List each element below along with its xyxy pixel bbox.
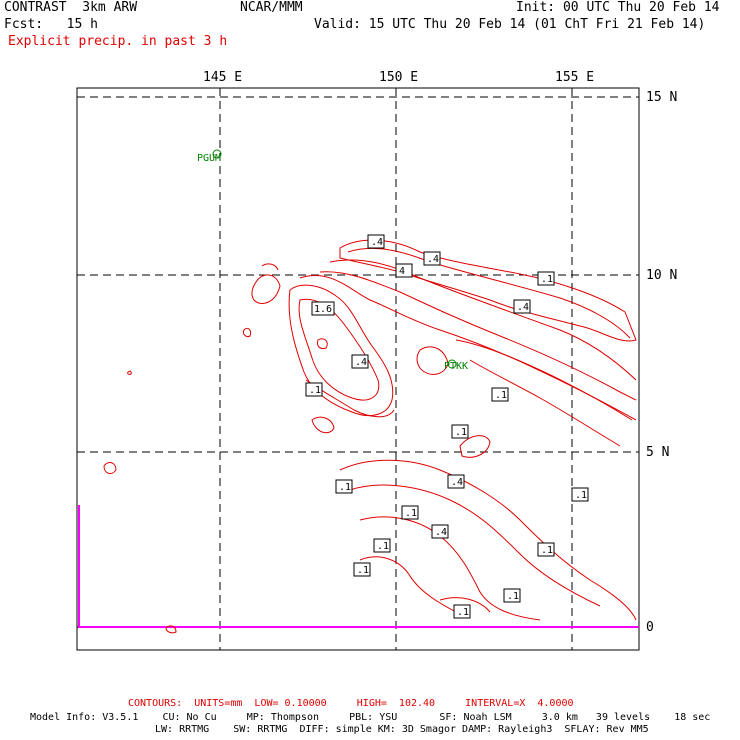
contour-label: .4	[355, 357, 367, 368]
contour-label: 4	[399, 266, 405, 277]
valid-time: Valid: 15 UTC Thu 20 Feb 14 (01 ChT Fri …	[314, 17, 706, 32]
contour-north-wide	[329, 259, 637, 381]
contour-nw-fragment	[251, 274, 281, 304]
contour-label-box	[503, 588, 521, 603]
contour-label: .1	[495, 390, 507, 401]
contour-east-cell	[459, 435, 491, 458]
contour-south-inner	[349, 484, 601, 607]
domain-boundary	[78, 505, 639, 628]
contour-north-inner	[347, 247, 631, 339]
station-marker	[212, 149, 222, 159]
contour-label: .1	[405, 508, 417, 519]
contour-label: .1	[541, 545, 553, 556]
lat-label-15n: 15 N	[646, 90, 678, 105]
contour-label: .1	[541, 274, 553, 285]
contour-label-box	[335, 479, 353, 494]
contour-label: .4	[371, 237, 383, 248]
lon-label-145: 145 E	[203, 70, 243, 85]
contour-south-end	[439, 597, 491, 613]
contour-label: .1	[575, 490, 587, 501]
contour-north-band	[339, 239, 637, 342]
contour-label-box	[401, 505, 419, 520]
contour-w-dot	[317, 338, 328, 349]
contour-label-box	[451, 424, 469, 439]
contour-east-inner	[469, 359, 621, 447]
contour-ridge	[319, 271, 637, 401]
org-label: NCAR/MMM	[240, 0, 303, 15]
contour-label-box	[537, 542, 555, 557]
contour-label: .1	[309, 385, 321, 396]
contour-label: .1	[377, 541, 389, 552]
contour-far-west-cell	[103, 462, 117, 474]
contour-info: CONTOURS: UNITS=mm LOW= 0.10000 HIGH= 10…	[128, 698, 574, 709]
contour-label: 1.6	[314, 304, 332, 315]
contour-label-box	[513, 299, 531, 314]
contour-west-island	[288, 284, 394, 416]
precip-contours	[103, 239, 637, 634]
contour-label-box	[367, 234, 385, 249]
station-pgum: PGUM	[197, 153, 221, 164]
contour-label-box	[311, 301, 335, 316]
contour-label-box	[351, 354, 369, 369]
model-info-2: LW: RRTMG SW: RRTMG DIFF: simple KM: 3D …	[155, 724, 649, 735]
contour-label-box	[453, 604, 471, 619]
contour-nw-dot	[243, 327, 251, 337]
model-title: CONTRAST 3km ARW	[4, 0, 138, 15]
contour-equator-cell	[165, 625, 177, 634]
contour-label: .1	[339, 482, 351, 493]
contour-label-box	[305, 382, 323, 397]
lat-label-5n: 5 N	[646, 445, 670, 460]
contour-label: .1	[357, 565, 369, 576]
forecast-hour: Fcst: 15 h	[4, 17, 98, 32]
contour-label-box	[571, 487, 589, 502]
contour-ptkk-cell	[416, 346, 449, 375]
contour-label-box	[423, 251, 441, 266]
contour-label-box	[373, 538, 391, 553]
contour-south-lower	[359, 516, 541, 621]
lat-label-0: 0	[646, 620, 654, 635]
contour-label-box	[491, 387, 509, 402]
model-info: Model Info: V3.5.1 CU: No Cu MP: Thompso…	[30, 712, 711, 723]
stations: PGUM PTKK	[197, 149, 468, 372]
contour-label: .1	[457, 607, 469, 618]
contour-label: .4	[517, 302, 529, 313]
contour-label: .4	[427, 254, 439, 265]
lon-label-155: 155 E	[555, 70, 595, 85]
contour-label-box	[395, 263, 413, 278]
contour-west-inner	[298, 298, 380, 401]
contour-label: .4	[435, 527, 447, 538]
contour-label-box	[447, 474, 465, 489]
contour-label: .1	[507, 591, 519, 602]
contour-labels: .4 4 .4 .1 .4 1.6 .4 .1 .1 .1 .4 .1 .1 .…	[305, 234, 589, 619]
map-frame	[76, 87, 640, 651]
field-title: Explicit precip. in past 3 h	[8, 34, 228, 49]
contour-label: .4	[451, 477, 463, 488]
contour-south-tail	[359, 556, 461, 615]
contour-nw-tick	[261, 263, 279, 271]
contour-east-band	[455, 339, 633, 421]
init-time: Init: 00 UTC Thu 20 Feb 14	[516, 0, 720, 15]
contour-ridge-outer	[299, 274, 637, 421]
station-ptkk: PTKK	[444, 361, 468, 372]
lat-label-10n: 10 N	[646, 268, 678, 283]
lon-label-150: 150 E	[379, 70, 419, 85]
contour-label-box	[431, 524, 449, 539]
contour-label-box	[537, 271, 555, 286]
contour-tiny-cell	[127, 370, 132, 375]
contour-small-cell	[311, 416, 335, 434]
contour-south-arc	[339, 459, 637, 621]
contour-label-box	[353, 562, 371, 577]
station-marker	[447, 359, 457, 369]
contour-label: .1	[455, 427, 467, 438]
